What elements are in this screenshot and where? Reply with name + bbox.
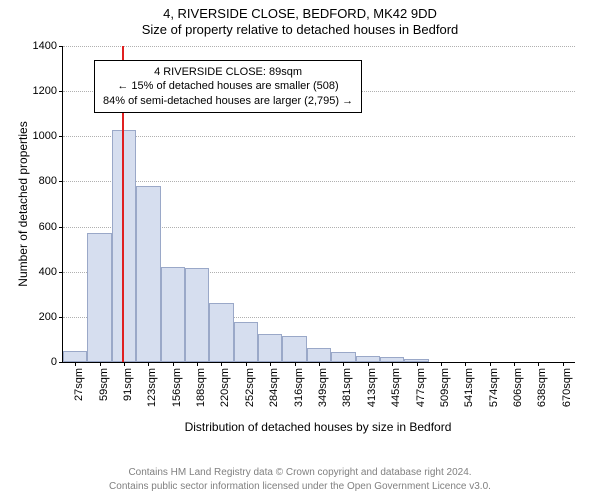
- xtick-mark: [124, 362, 125, 366]
- callout-box: 4 RIVERSIDE CLOSE: 89sqm ← 15% of detach…: [94, 60, 362, 113]
- xtick-mark: [538, 362, 539, 366]
- histogram-bar: [331, 352, 355, 362]
- xtick-label: 349sqm: [317, 368, 329, 407]
- xtick-mark: [392, 362, 393, 366]
- histogram-bar: [282, 336, 306, 362]
- xtick-mark: [246, 362, 247, 366]
- xtick-label: 188sqm: [195, 368, 207, 407]
- ytick-mark: [59, 362, 63, 363]
- xtick-mark: [148, 362, 149, 366]
- xtick-mark: [75, 362, 76, 366]
- gridline: [63, 181, 575, 182]
- footer-line-1: Contains HM Land Registry data © Crown c…: [0, 466, 600, 480]
- xtick-mark: [441, 362, 442, 366]
- ytick-mark: [59, 317, 63, 318]
- page-title: 4, RIVERSIDE CLOSE, BEDFORD, MK42 9DD Si…: [0, 0, 600, 39]
- xtick-mark: [295, 362, 296, 366]
- callout-line-2: ← 15% of detached houses are smaller (50…: [103, 79, 353, 93]
- xtick-mark: [173, 362, 174, 366]
- histogram-bar: [136, 186, 160, 362]
- xtick-label: 91sqm: [122, 368, 134, 401]
- xtick-label: 316sqm: [293, 368, 305, 407]
- xtick-mark: [563, 362, 564, 366]
- xtick-mark: [270, 362, 271, 366]
- xtick-mark: [514, 362, 515, 366]
- title-line-2: Size of property relative to detached ho…: [0, 22, 600, 38]
- xtick-mark: [197, 362, 198, 366]
- ytick-mark: [59, 91, 63, 92]
- xtick-mark: [368, 362, 369, 366]
- title-line-1: 4, RIVERSIDE CLOSE, BEDFORD, MK42 9DD: [0, 6, 600, 22]
- xtick-label: 123sqm: [146, 368, 158, 407]
- ytick-mark: [59, 136, 63, 137]
- histogram-bar: [185, 268, 209, 362]
- callout-line-1: 4 RIVERSIDE CLOSE: 89sqm: [103, 65, 353, 79]
- xtick-mark: [490, 362, 491, 366]
- xtick-label: 574sqm: [488, 368, 500, 407]
- attribution-footer: Contains HM Land Registry data © Crown c…: [0, 466, 600, 493]
- xtick-label: 509sqm: [439, 368, 451, 407]
- ytick-mark: [59, 272, 63, 273]
- xtick-label: 284sqm: [268, 368, 280, 407]
- callout-line-3: 84% of semi-detached houses are larger (…: [103, 94, 353, 108]
- histogram-bar: [209, 303, 233, 362]
- xtick-label: 541sqm: [463, 368, 475, 407]
- xtick-label: 638sqm: [536, 368, 548, 407]
- xtick-label: 156sqm: [171, 368, 183, 407]
- xtick-mark: [319, 362, 320, 366]
- xtick-mark: [100, 362, 101, 366]
- xtick-label: 381sqm: [341, 368, 353, 407]
- xtick-label: 413sqm: [366, 368, 378, 407]
- histogram-bar: [87, 233, 111, 362]
- gridline: [63, 46, 575, 47]
- footer-line-2: Contains public sector information licen…: [0, 480, 600, 494]
- xtick-label: 606sqm: [512, 368, 524, 407]
- xtick-mark: [343, 362, 344, 366]
- histogram-bar: [161, 267, 185, 362]
- ytick-mark: [59, 181, 63, 182]
- gridline: [63, 136, 575, 137]
- x-axis-title: Distribution of detached houses by size …: [62, 420, 574, 434]
- xtick-mark: [221, 362, 222, 366]
- xtick-label: 59sqm: [98, 368, 110, 401]
- histogram-bar: [63, 351, 87, 363]
- xtick-mark: [417, 362, 418, 366]
- y-axis-title: Number of detached properties: [16, 121, 30, 286]
- xtick-label: 445sqm: [390, 368, 402, 407]
- histogram-bar: [258, 334, 282, 362]
- xtick-label: 27sqm: [73, 368, 85, 401]
- xtick-label: 670sqm: [561, 368, 573, 407]
- ytick-mark: [59, 46, 63, 47]
- xtick-label: 477sqm: [415, 368, 427, 407]
- ytick-mark: [59, 227, 63, 228]
- xtick-label: 252sqm: [244, 368, 256, 407]
- xtick-mark: [465, 362, 466, 366]
- histogram-bar: [307, 348, 331, 362]
- histogram-bar: [234, 322, 258, 362]
- xtick-label: 220sqm: [219, 368, 231, 407]
